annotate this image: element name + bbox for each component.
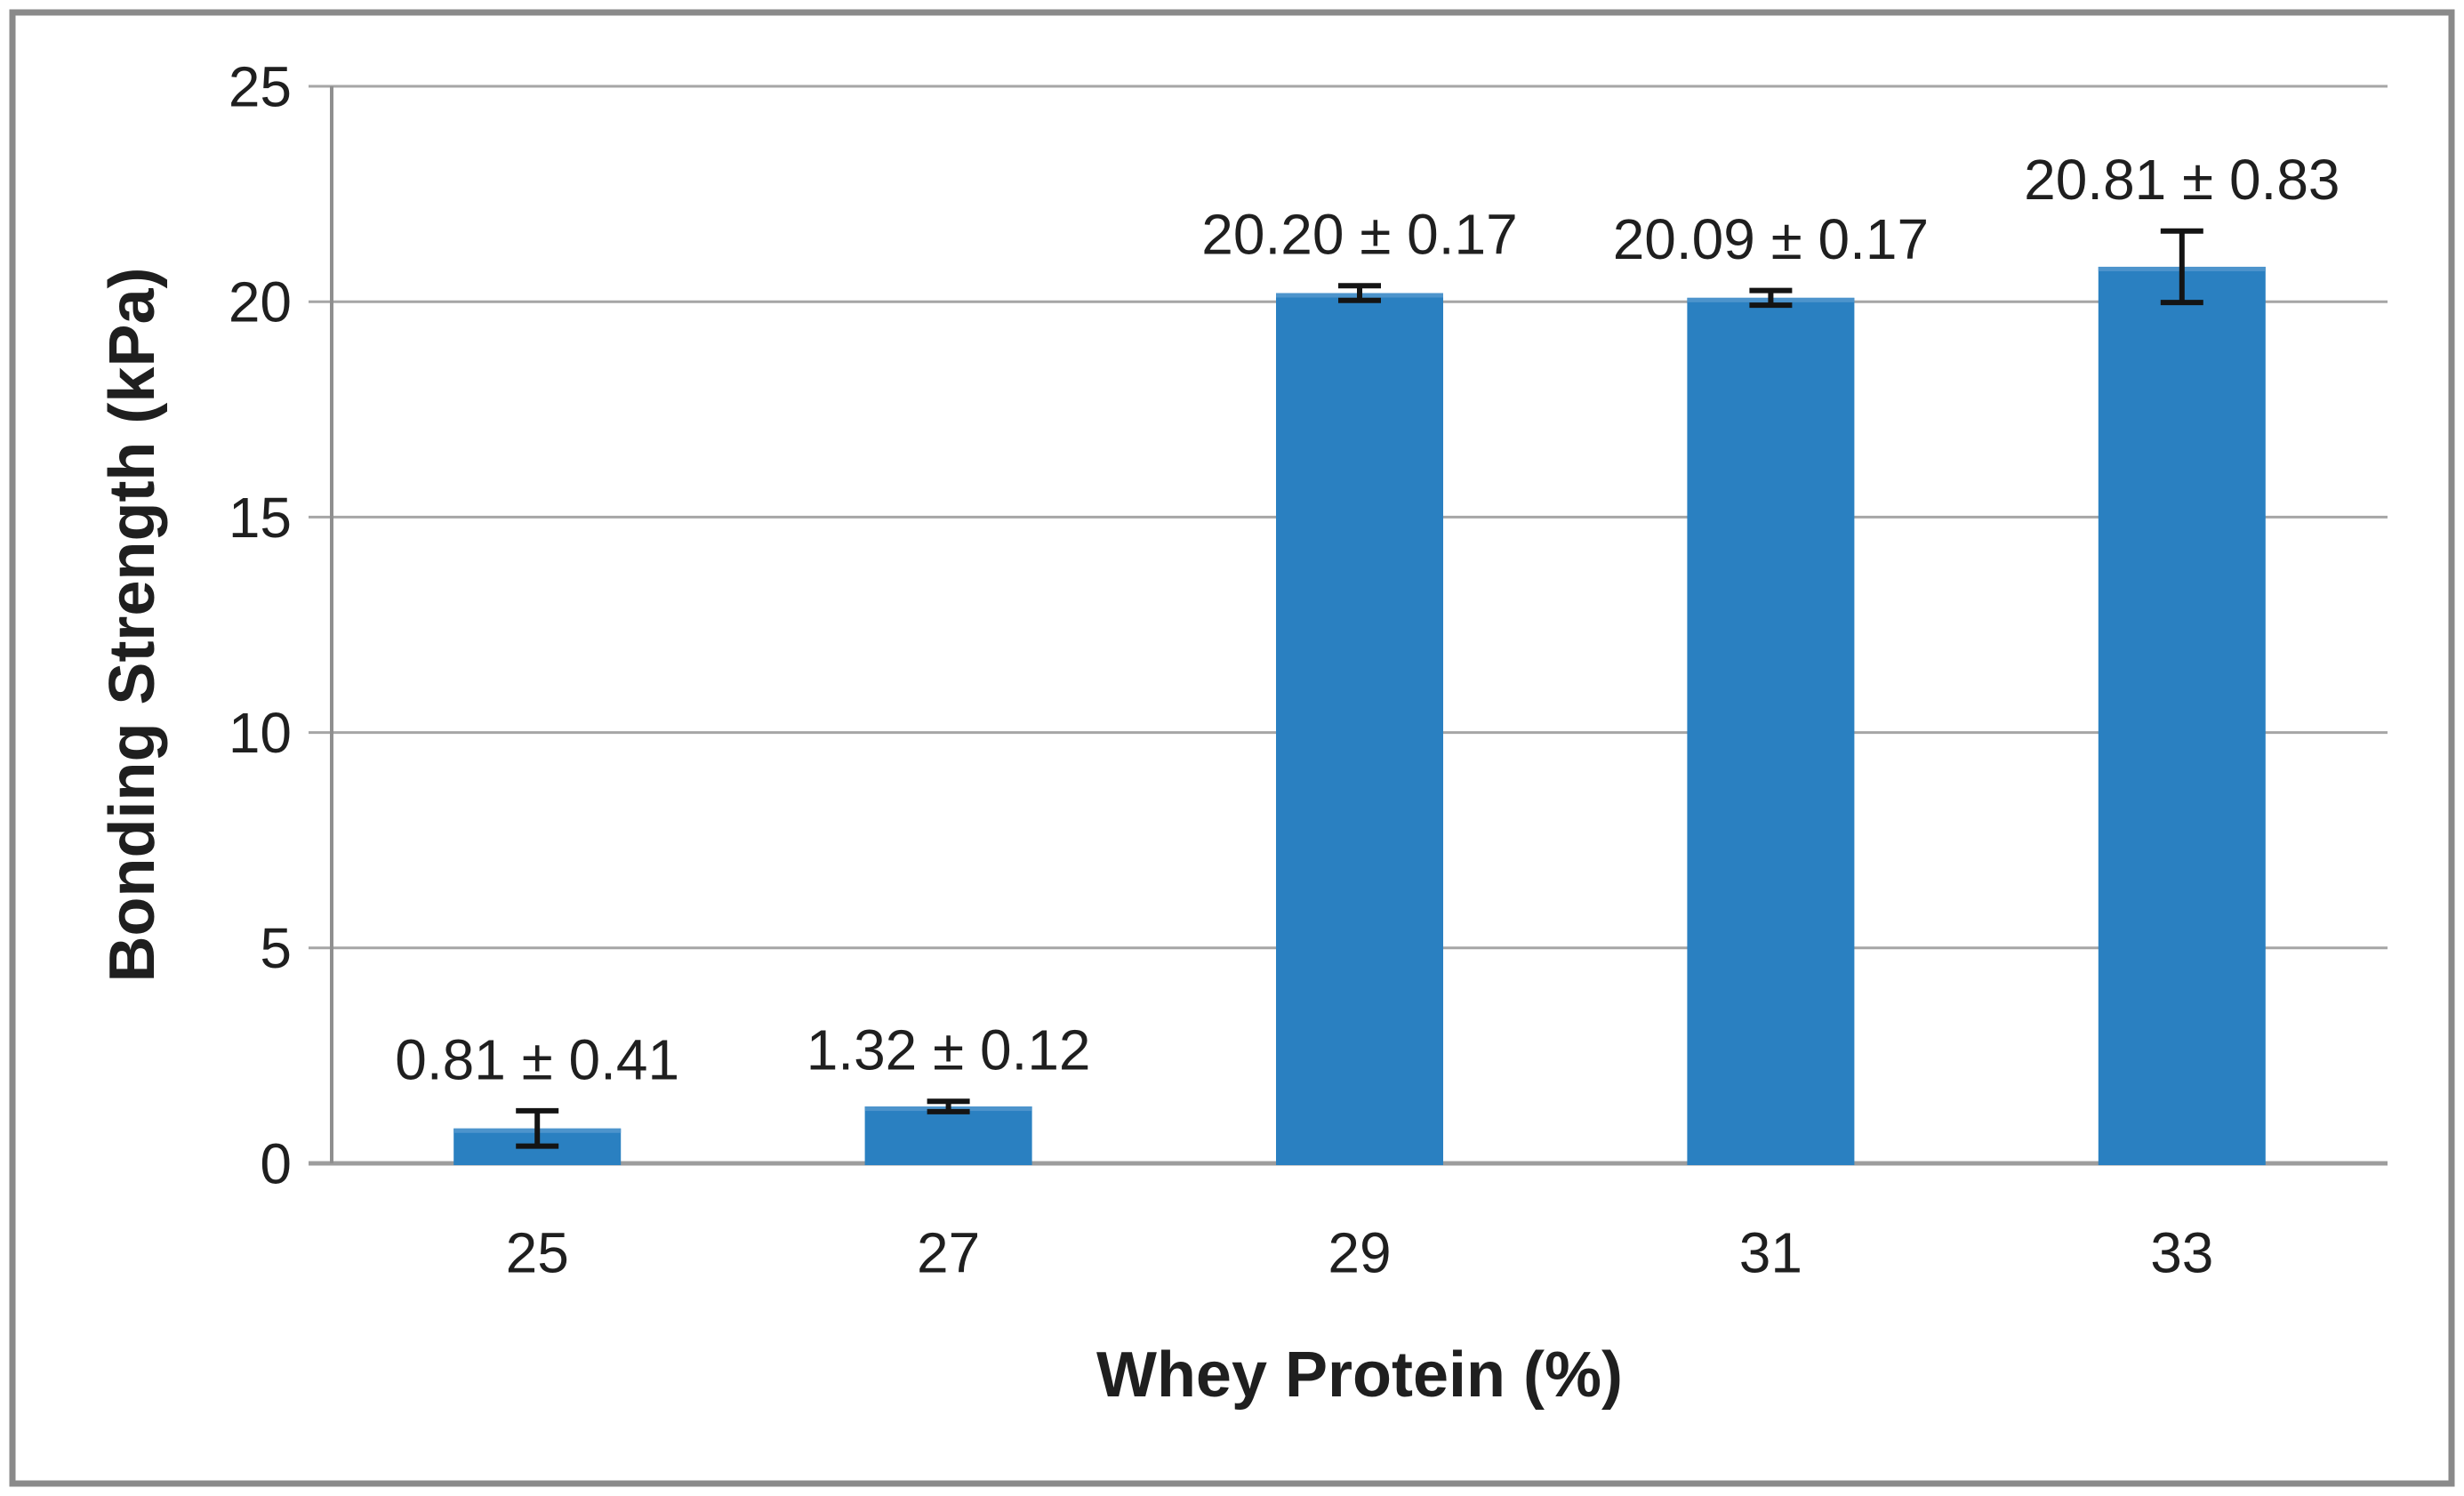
bar-29 — [1276, 293, 1443, 1166]
bar-value-label: 1.32 ± 0.12 — [807, 1018, 1091, 1082]
y-tick-label: 5 — [260, 916, 292, 980]
x-tick-label: 27 — [917, 1220, 980, 1284]
y-tick-label: 25 — [229, 54, 292, 118]
bar-value-label: 0.81 ± 0.41 — [395, 1027, 679, 1091]
figure-border — [9, 9, 2455, 1487]
y-tick-label: 20 — [229, 270, 292, 334]
bar-value-label: 20.20 ± 0.17 — [1201, 203, 1517, 267]
x-axis-title: Whey Protein (%) — [1096, 1339, 1623, 1411]
bar-value-label: 20.81 ± 0.83 — [2024, 148, 2340, 212]
x-tick-label: 29 — [1328, 1220, 1391, 1284]
x-tick-label: 33 — [2150, 1220, 2213, 1284]
y-tick-label: 10 — [229, 701, 292, 765]
y-axis-title: Bonding Strength (kPa) — [97, 268, 168, 983]
bar-33 — [2098, 266, 2266, 1165]
x-tick-label: 25 — [506, 1220, 569, 1284]
bar-31 — [1687, 297, 1855, 1165]
bar-27 — [864, 1106, 1032, 1165]
y-tick-label: 0 — [260, 1131, 292, 1195]
y-tick-label: 15 — [229, 486, 292, 550]
bar-value-label: 20.09 ± 0.17 — [1613, 207, 1929, 271]
x-tick-label: 31 — [1739, 1220, 1802, 1284]
